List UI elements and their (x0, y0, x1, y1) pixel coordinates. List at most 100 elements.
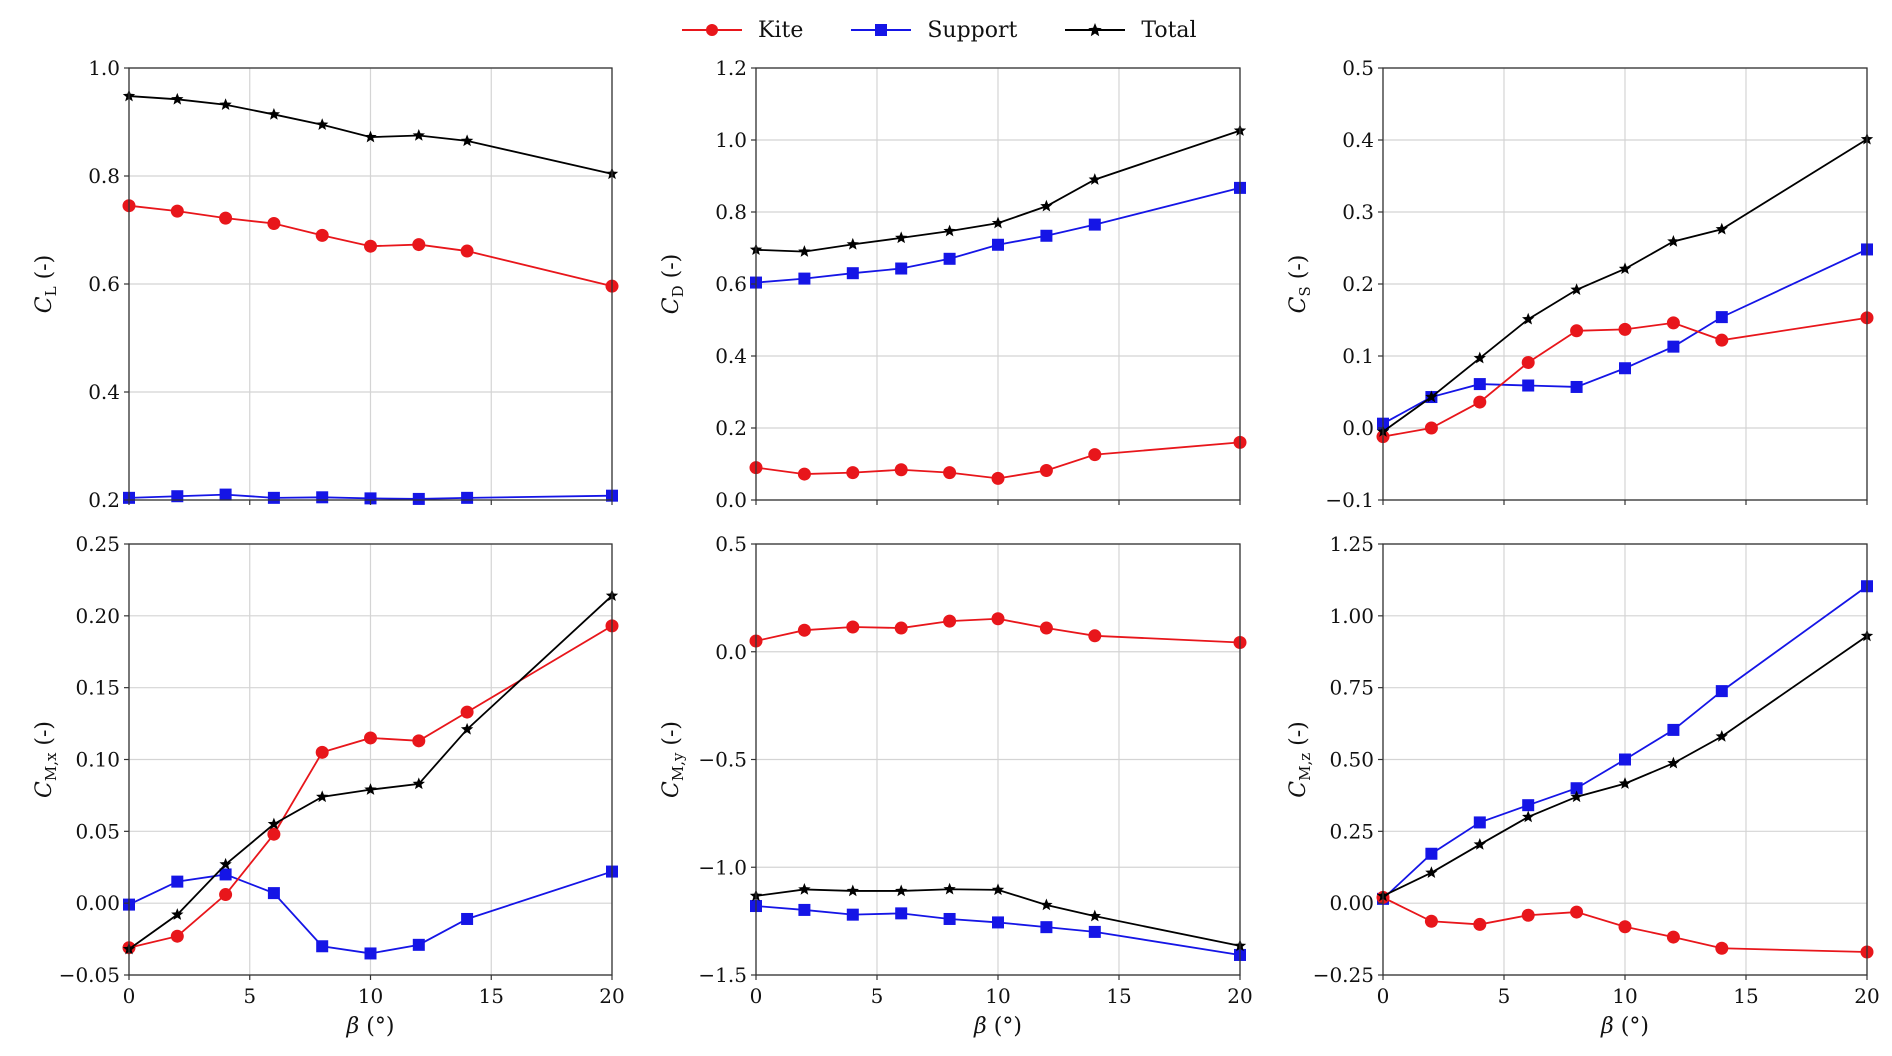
y-tick-label: 0.5 (715, 532, 747, 556)
series-support (123, 865, 618, 960)
data-point-kite (1570, 324, 1584, 338)
legend-support-marker-icon (851, 24, 912, 36)
data-point-support (798, 272, 811, 285)
data-point-support (798, 903, 811, 916)
data-point-kite (1570, 905, 1584, 919)
data-point-support (1522, 799, 1535, 812)
series-kite (122, 619, 619, 955)
y-tick-label: −1.5 (698, 963, 747, 987)
data-point-support (1715, 685, 1728, 698)
x-tick-label: 20 (599, 984, 624, 1008)
legend-label-total: Total (1141, 17, 1197, 43)
y-tick-label: 1.2 (715, 56, 747, 80)
data-point-kite (797, 467, 811, 481)
y-tick-label: 1.00 (1329, 604, 1374, 628)
y-axis-label: CL (-) (32, 255, 60, 313)
x-tick-label: 15 (479, 984, 504, 1008)
data-point-support (364, 492, 377, 505)
data-point-total (846, 884, 859, 897)
y-tick-label: −0.1 (1325, 488, 1374, 512)
legend-kite-marker-icon (682, 24, 742, 36)
data-point-total (1088, 909, 1101, 922)
series-kite (749, 612, 1247, 649)
data-point-support (992, 916, 1004, 929)
data-point-support (1667, 723, 1680, 736)
data-point-support (943, 912, 956, 925)
data-point-total (1715, 730, 1728, 742)
data-point-support (1619, 362, 1631, 375)
data-point-kite (170, 929, 184, 943)
x-tick-label: 10 (358, 984, 383, 1008)
data-point-support (267, 887, 280, 900)
data-point-total (460, 722, 474, 735)
y-tick-label: 0.25 (75, 532, 120, 556)
data-point-support (1570, 782, 1583, 795)
data-point-kite (315, 745, 329, 759)
data-point-support (219, 488, 232, 501)
data-point-kite (412, 734, 426, 748)
data-point-total (412, 777, 425, 790)
y-axis-label: CS (-) (1286, 255, 1314, 314)
data-point-kite (1521, 355, 1535, 369)
data-point-support (412, 938, 425, 951)
x-tick-label: 10 (985, 984, 1010, 1008)
data-point-kite (894, 621, 908, 635)
panel-CD: 0.0 0.2 0.4 0.6 0.8 1.0 1.2 CD (-) (659, 56, 1247, 512)
data-point-total (1522, 312, 1535, 325)
data-point-support (1715, 311, 1728, 324)
y-tick-label: −0.5 (698, 748, 747, 772)
data-point-total (1425, 866, 1438, 878)
y-tick-label: 0.6 (715, 272, 747, 296)
data-point-kite (846, 466, 860, 480)
y-tick-label: 0.4 (1342, 128, 1374, 152)
y-axis-label: CM,x (-) (32, 721, 60, 798)
series-kite (1376, 311, 1874, 444)
data-point-kite (460, 244, 474, 258)
data-point-kite (1618, 322, 1632, 336)
data-point-kite (315, 228, 329, 242)
panel-CMx: 0 5 10 15 20 −0.05 0.00 0.05 0.10 0.15 0.20 0.25 CM,… (32, 532, 625, 1039)
data-point-total (267, 107, 281, 120)
data-point-total (1040, 898, 1053, 911)
data-point-total (991, 216, 1005, 229)
y-tick-label: 0.8 (715, 200, 747, 224)
y-tick-label: 0.05 (75, 819, 120, 843)
y-tick-label: 0.0 (1342, 416, 1374, 440)
data-point-total (316, 118, 329, 130)
y-tick-label: 0.3 (1342, 200, 1374, 224)
legend-item-support: Support (849, 18, 1017, 43)
x-tick-label: 5 (243, 984, 256, 1008)
data-point-support (1473, 378, 1486, 391)
y-tick-label: 0.50 (1329, 748, 1374, 772)
data-point-kite (460, 705, 474, 719)
data-point-kite (170, 204, 184, 218)
data-point-kite (1715, 941, 1729, 955)
data-point-kite (412, 238, 426, 252)
data-point-total (798, 245, 811, 257)
data-point-support (1088, 925, 1101, 938)
x-tick-label: 5 (871, 984, 884, 1008)
y-axis-label: CM,y (-) (659, 721, 687, 798)
data-point-kite (267, 827, 281, 841)
data-point-total (943, 882, 956, 895)
y-tick-label: 0.4 (88, 380, 120, 404)
data-point-total (846, 237, 859, 250)
data-point-support (1040, 921, 1053, 934)
y-tick-label: 0.10 (75, 748, 120, 772)
data-point-total (364, 783, 377, 795)
x-tick-label: 0 (750, 984, 763, 1008)
data-point-total (943, 224, 956, 237)
legend-label-kite: Kite (758, 17, 804, 43)
data-point-kite (1039, 463, 1053, 477)
data-point-kite (1473, 395, 1487, 409)
series-support (1377, 580, 1873, 905)
y-axis-label: CD (-) (659, 254, 687, 314)
y-tick-label: 0.20 (75, 604, 120, 628)
data-point-total (219, 98, 232, 110)
data-point-support (1619, 753, 1631, 766)
series-kite (122, 199, 619, 293)
data-point-support (171, 490, 184, 503)
data-point-support (219, 868, 232, 881)
data-point-total (460, 134, 474, 147)
